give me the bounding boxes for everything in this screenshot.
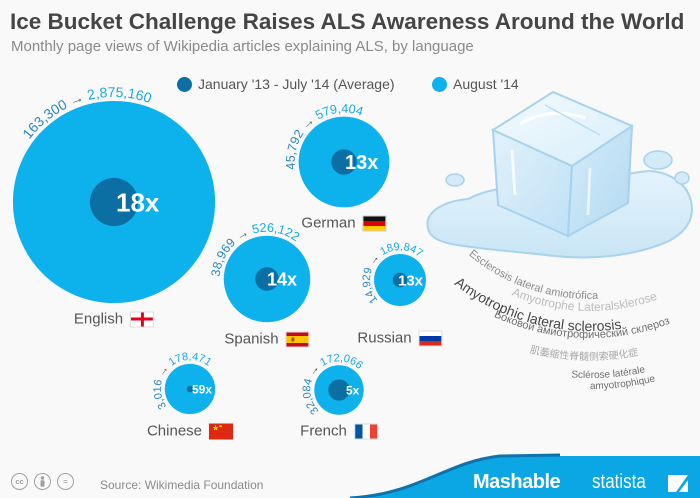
legend-item-august: August '14 xyxy=(432,76,519,92)
growth-ratio-label: 18x xyxy=(116,187,160,217)
china-flag-icon xyxy=(209,423,234,439)
language-name: Chinese xyxy=(146,422,203,440)
england-flag-icon xyxy=(130,311,155,327)
category-label-german: German xyxy=(301,214,387,232)
france-flag-icon xyxy=(353,423,378,439)
legend-label: August '14 xyxy=(453,76,519,92)
statista-logo-icon xyxy=(668,475,688,492)
growth-ratio-label: 13x xyxy=(398,272,424,289)
category-label-chinese: Chinese xyxy=(146,422,234,440)
mashable-logo: Mashable xyxy=(473,471,561,493)
value-august: 178,471 xyxy=(167,351,214,369)
spain-flag-icon xyxy=(285,331,310,347)
water-droplet xyxy=(643,150,673,170)
bubble-average xyxy=(331,149,357,175)
legend-swatch-light-blue xyxy=(432,76,447,92)
legend-item-average: January '13 - July '14 (Average) xyxy=(177,76,395,92)
water-droplet xyxy=(445,173,465,187)
language-name: German xyxy=(301,214,356,232)
water-droplet xyxy=(674,171,690,185)
language-name: English xyxy=(73,310,124,328)
statista-logo-text: statista xyxy=(592,471,646,493)
category-label-english: English xyxy=(73,310,155,328)
category-label-spanish: Spanish xyxy=(224,330,310,348)
russia-flag-icon xyxy=(418,330,443,346)
footer-band-edge xyxy=(349,453,561,498)
bubble-average xyxy=(255,267,279,291)
legend-swatch-dark-blue xyxy=(177,76,192,92)
growth-ratio-label: 13x xyxy=(345,152,378,174)
bubble-average xyxy=(392,272,408,288)
category-label-russian: Russian xyxy=(357,329,443,347)
growth-ratio-label: 59x xyxy=(192,382,212,396)
chart-title: Ice Bucket Challenge Raises ALS Awarenes… xyxy=(10,9,685,34)
footer-band-fill xyxy=(350,456,700,498)
language-name: Russian xyxy=(357,329,412,347)
language-name: Spanish xyxy=(224,330,279,348)
license-icons: cc = xyxy=(11,473,74,490)
language-name: French xyxy=(300,422,347,440)
growth-ratio-label: 14x xyxy=(267,269,297,289)
person-icon xyxy=(40,476,45,487)
category-label-french: French xyxy=(300,423,378,440)
arrow-icon: → xyxy=(63,88,90,111)
bubble-average xyxy=(89,177,139,227)
bubble-average xyxy=(328,379,350,401)
germany-flag-icon xyxy=(362,215,387,231)
legend-label: January '13 - July '14 (Average) xyxy=(198,76,395,92)
attribution-icon xyxy=(34,473,51,490)
cc-icon: cc xyxy=(11,473,28,490)
growth-ratio-label: 5x xyxy=(346,383,360,397)
ice-cube-top-face xyxy=(490,90,635,168)
source-note: Source: Wikimedia Foundation xyxy=(100,478,264,492)
chart-subtitle: Monthly page views of Wikipedia articles… xyxy=(11,38,474,55)
no-derivatives-icon: = xyxy=(57,473,74,490)
bubble-average xyxy=(186,385,194,393)
